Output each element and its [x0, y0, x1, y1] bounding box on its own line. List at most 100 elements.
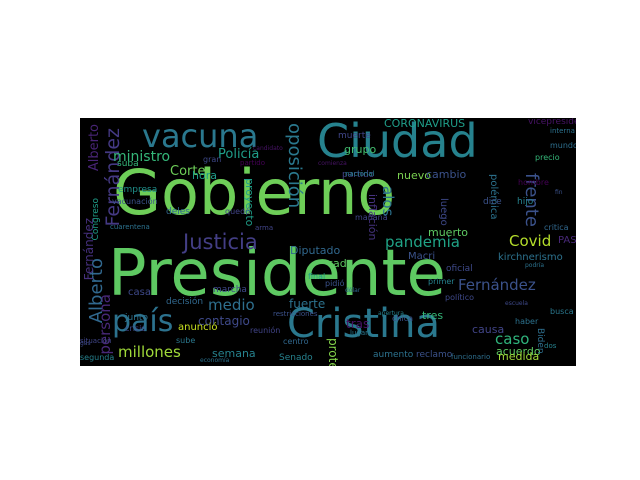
- word-cloud-word: dice: [483, 197, 502, 207]
- word-cloud-word: Justicia: [183, 230, 258, 254]
- word-cloud-word: haber: [515, 317, 539, 326]
- word-cloud-word: hora: [192, 169, 217, 182]
- word-cloud-word: Policía: [218, 147, 260, 162]
- word-cloud-word: aumento: [373, 350, 414, 360]
- word-cloud-word: mañana: [355, 213, 388, 222]
- word-cloud-word: contagio: [198, 314, 250, 328]
- word-cloud-word: Macri: [408, 251, 436, 262]
- word-cloud-word: restricciones: [273, 310, 318, 318]
- word-cloud-word: fin: [555, 189, 563, 196]
- word-cloud-word: comienza: [318, 160, 347, 167]
- word-cloud-word: crisis: [125, 324, 146, 333]
- word-cloud-word: candidato: [253, 145, 283, 152]
- word-cloud-word: kirchnerismo: [498, 252, 563, 263]
- word-cloud-word: hijo: [517, 197, 534, 207]
- word-cloud-word: sube: [176, 336, 196, 345]
- word-cloud-word: escuela: [505, 300, 528, 307]
- word-cloud-word: dólar: [345, 287, 361, 294]
- word-cloud-word: funcionario: [451, 353, 491, 361]
- word-cloud-word: cada: [327, 257, 354, 270]
- word-cloud-word: semana: [212, 347, 256, 360]
- word-cloud-word: arma: [255, 224, 274, 232]
- word-cloud-word: hombre: [518, 178, 549, 187]
- word-cloud-word: millones: [118, 343, 181, 361]
- word-cloud-word: tres: [422, 309, 444, 322]
- word-cloud-word: Alberto: [87, 124, 102, 172]
- word-cloud-word: cambio: [426, 168, 467, 181]
- word-cloud-word: alos: [379, 186, 397, 217]
- word-cloud-word: chica: [392, 314, 413, 323]
- word-cloud-word: tras: [346, 317, 370, 331]
- word-cloud-word: oposición: [284, 123, 305, 209]
- word-cloud-word: PASO: [558, 235, 576, 246]
- word-cloud-word: Corte: [170, 164, 206, 179]
- word-cloud-word: fuerte: [289, 297, 326, 311]
- word-cloud-word: precio: [535, 153, 560, 162]
- word-cloud-word: Diputado: [290, 244, 341, 257]
- word-cloud-word: ministro: [113, 149, 171, 165]
- word-cloud-word: partido: [240, 159, 266, 167]
- word-cloud-word: Senado: [279, 353, 313, 363]
- word-cloud-word: segunda: [80, 353, 115, 362]
- word-cloud-word: anunció: [178, 322, 218, 333]
- word-cloud-word: situación: [80, 337, 112, 345]
- word-cloud-word: Covid: [509, 232, 552, 250]
- word-cloud-word: vicepresidenta: [528, 118, 576, 127]
- word-cloud-word: polémica: [488, 174, 499, 220]
- word-cloud-word: nacional: [345, 170, 375, 178]
- word-cloud-word: grupo: [344, 143, 377, 156]
- word-cloud-word: Cristina: [287, 301, 440, 347]
- word-cloud-word: nuevo: [397, 169, 431, 182]
- word-cloud-word: podría: [525, 262, 545, 269]
- word-cloud-word: apertura: [378, 310, 404, 317]
- word-cloud-word: luego: [438, 198, 449, 226]
- word-cloud-word: interna: [550, 127, 575, 135]
- word-cloud-word: CORONAVIRUS: [384, 118, 466, 130]
- word-cloud-word: partido: [342, 170, 375, 180]
- word-cloud-word: reunión: [250, 326, 281, 335]
- word-cloud-word: Fernández: [102, 128, 124, 227]
- word-cloud-word: Fernández: [458, 276, 536, 294]
- word-cloud-word: suba: [117, 159, 139, 169]
- word-cloud-word: medio: [208, 296, 255, 314]
- word-cloud-word: junto: [125, 313, 148, 323]
- word-cloud-word: causa: [472, 323, 505, 336]
- word-cloud-word: pandemia: [385, 233, 460, 251]
- word-cloud-word: inflación: [366, 194, 379, 241]
- word-cloud-word: oficial: [446, 264, 473, 274]
- word-cloud-word: economía: [200, 357, 230, 364]
- word-cloud-word: decisión: [166, 297, 204, 307]
- word-cloud-word: proyecto: [243, 178, 256, 227]
- word-cloud-word: quedó: [225, 207, 251, 216]
- word-cloud-word: protesta: [326, 338, 340, 366]
- word-cloud-word: Biden: [535, 328, 545, 354]
- word-cloud-word: gran: [203, 155, 222, 164]
- word-cloud-word: persona: [96, 294, 114, 355]
- word-cloud-word: critica: [544, 223, 569, 232]
- word-cloud-word: Gobierno: [113, 156, 396, 229]
- word-cloud-word: Congreso: [91, 198, 101, 241]
- word-cloud-word: pidió: [325, 279, 345, 288]
- word-cloud-word: centro: [283, 337, 309, 346]
- word-cloud-word: acuerdo: [496, 345, 541, 358]
- word-cloud-word: marcha: [213, 285, 247, 295]
- word-cloud-word: país: [112, 304, 174, 339]
- word-cloud-word: muerto: [428, 226, 469, 239]
- word-cloud-word: primer: [428, 277, 455, 286]
- word-cloud-word: vacuna: [142, 118, 259, 155]
- word-cloud-word: busca: [550, 307, 574, 316]
- word-cloud-word: muerte: [338, 131, 371, 141]
- word-cloud-word: lugar: [350, 329, 368, 337]
- word-cloud-word: dos: [544, 342, 557, 350]
- word-cloud-word: empresa: [118, 185, 158, 195]
- word-cloud-word: Ciudad: [317, 118, 478, 168]
- word-cloud-word: reclamo: [416, 350, 453, 360]
- word-cloud-word: medida: [498, 350, 540, 363]
- word-cloud-word: deles: [166, 207, 190, 217]
- word-cloud-word: frente: [521, 173, 542, 227]
- word-cloud-word: mundo: [550, 141, 576, 150]
- word-cloud-word: vacunación: [112, 197, 158, 206]
- word-cloud: Gobierno Presidente Ciudad Cristina vacuna pa…: [80, 118, 576, 366]
- word-cloud-word: gas: [80, 340, 91, 347]
- word-cloud-word: Presidente: [108, 237, 446, 311]
